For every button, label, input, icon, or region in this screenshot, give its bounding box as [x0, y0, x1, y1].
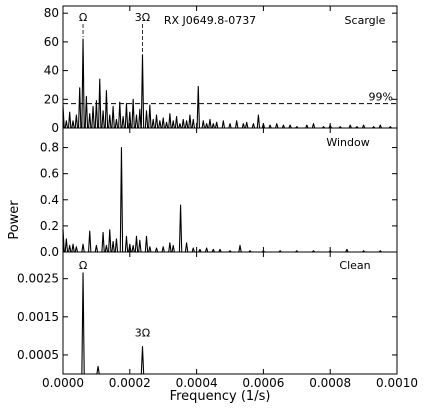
y-tick-label: 60: [44, 35, 59, 49]
peak-annotation: 3Ω: [135, 11, 150, 24]
peak-annotation: 3Ω: [135, 327, 150, 340]
panel-label: Scargle: [345, 14, 386, 27]
spectrum-line: [62, 147, 397, 253]
panel-label: Window: [326, 136, 369, 149]
y-tick-label: 0.0015: [17, 310, 59, 324]
y-tick-label: 0.0: [40, 245, 59, 259]
y-axis-title: Power: [7, 200, 22, 240]
y-tick-label: 0.2: [40, 219, 59, 233]
y-tick-label: 0.0025: [17, 272, 59, 286]
panel-clean: 0.0005 0.0015 0.0025 Clean Ω 3Ω 0.0000 0.0002 0.…: [17, 251, 418, 390]
y-tick-label: 20: [44, 92, 59, 106]
spectrum-line: [63, 272, 397, 375]
spectrum-line: [62, 38, 397, 129]
panel-frame: [62, 251, 398, 375]
x-tick-label: 0.0010: [376, 376, 418, 390]
panel-scargle: 0 20 40 60 80 Scargle RX J0649.8-0737 99% Ω 3Ω: [44, 5, 398, 135]
peak-annotation: Ω: [79, 259, 87, 272]
y-tick-label: 0.8: [40, 141, 59, 155]
y-tick-label: 0.0005: [17, 348, 59, 362]
y-tick-label: 0.4: [40, 193, 59, 207]
threshold-label: 99%: [369, 91, 393, 104]
x-tick-label: 0.0006: [242, 376, 284, 390]
x-tick-label: 0.0000: [42, 376, 84, 390]
y-tick-label: 0.6: [40, 167, 59, 181]
x-tick-label: 0.0002: [109, 376, 151, 390]
y-tick-label: 80: [44, 6, 59, 20]
chart-title: RX J0649.8-0737: [164, 14, 256, 27]
x-axis-title: Frequency (1/s): [170, 389, 271, 404]
peak-annotation: Ω: [79, 11, 87, 24]
y-tick-label: 40: [44, 64, 59, 78]
y-tick-label: 0: [51, 121, 59, 135]
panel-label: Clean: [339, 259, 370, 272]
x-tick-label: 0.0008: [309, 376, 351, 390]
panel-window: 0.0 0.2 0.4 0.6 0.8 Window: [40, 127, 398, 259]
x-tick-label: 0.0004: [176, 376, 218, 390]
